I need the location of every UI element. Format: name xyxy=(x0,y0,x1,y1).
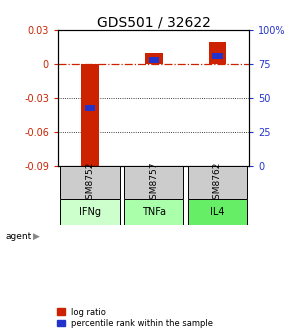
FancyBboxPatch shape xyxy=(124,166,183,200)
FancyBboxPatch shape xyxy=(124,200,183,225)
FancyBboxPatch shape xyxy=(85,105,95,111)
Bar xyxy=(145,53,163,64)
Text: IFNg: IFNg xyxy=(79,207,101,217)
FancyBboxPatch shape xyxy=(188,200,247,225)
Text: GSM8762: GSM8762 xyxy=(213,161,222,205)
Legend: log ratio, percentile rank within the sample: log ratio, percentile rank within the sa… xyxy=(56,307,214,329)
Text: GSM8752: GSM8752 xyxy=(85,161,95,205)
FancyBboxPatch shape xyxy=(60,200,119,225)
Bar xyxy=(81,64,99,168)
Text: IL4: IL4 xyxy=(210,207,225,217)
FancyBboxPatch shape xyxy=(188,166,247,200)
Text: ▶: ▶ xyxy=(33,233,40,241)
Text: agent: agent xyxy=(6,233,32,241)
FancyBboxPatch shape xyxy=(60,166,119,200)
Bar xyxy=(209,42,226,64)
FancyBboxPatch shape xyxy=(148,57,159,63)
FancyBboxPatch shape xyxy=(212,53,223,59)
Title: GDS501 / 32622: GDS501 / 32622 xyxy=(97,15,211,29)
Text: GSM8757: GSM8757 xyxy=(149,161,158,205)
Text: TNFa: TNFa xyxy=(142,207,166,217)
